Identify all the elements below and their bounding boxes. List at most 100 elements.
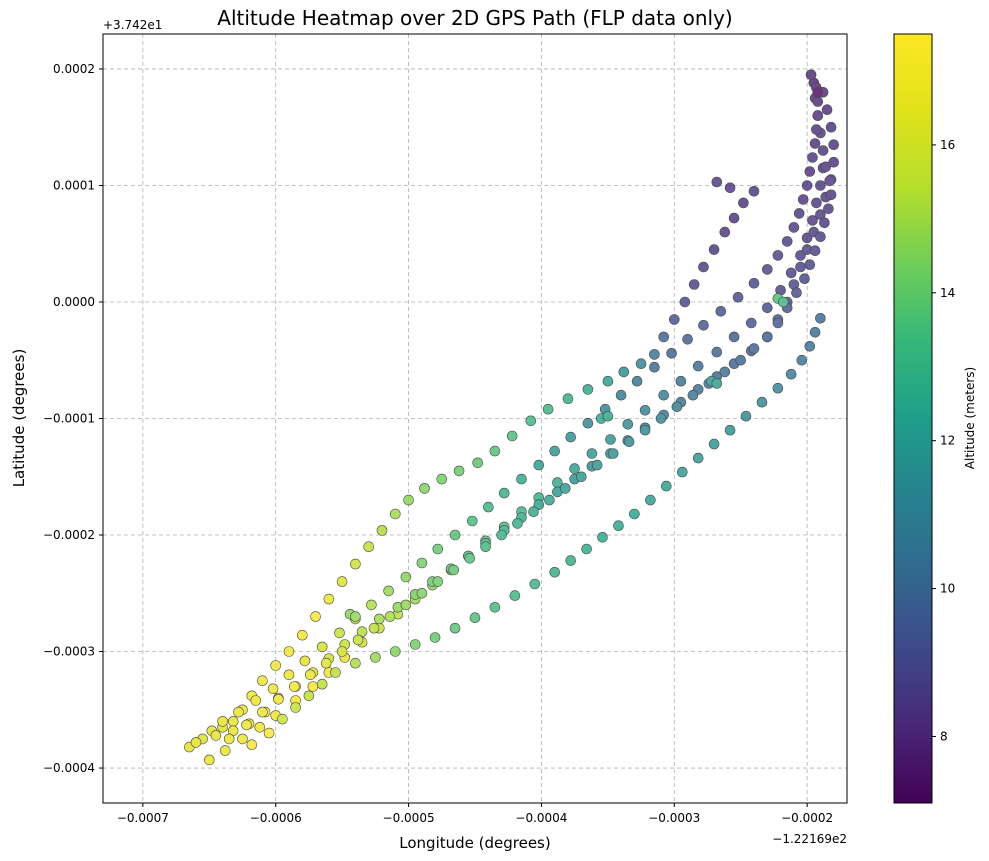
data-point: [649, 349, 660, 360]
data-point: [533, 459, 545, 471]
data-point: [384, 611, 396, 622]
data-point: [804, 166, 816, 177]
data-point: [711, 378, 723, 389]
data-point: [639, 424, 651, 436]
data-point: [582, 384, 594, 395]
data-point: [403, 494, 414, 506]
colorbar-tick-label: 10: [940, 582, 955, 596]
data-point: [719, 366, 731, 378]
data-point: [791, 287, 802, 299]
data-point: [204, 754, 215, 766]
data-point: [544, 494, 555, 506]
data-point: [801, 180, 813, 191]
data-point: [352, 634, 364, 646]
data-point: [807, 152, 818, 163]
data-point: [310, 611, 321, 622]
data-point: [453, 465, 465, 477]
data-point: [728, 212, 740, 224]
data-point: [525, 415, 537, 427]
data-point: [304, 669, 316, 681]
colorbar-tick-label: 14: [940, 286, 955, 300]
data-point: [449, 529, 461, 541]
data-point: [635, 358, 647, 370]
data-point: [698, 261, 709, 273]
data-point: [336, 646, 348, 657]
data-point: [562, 393, 574, 405]
data-point: [307, 681, 319, 692]
data-point: [591, 459, 603, 471]
data-point: [820, 161, 832, 173]
data-point: [219, 745, 231, 756]
data-point: [809, 245, 821, 256]
data-point: [565, 555, 577, 566]
data-point: [682, 333, 693, 345]
data-point: [277, 713, 288, 725]
data-point: [807, 215, 818, 226]
data-point: [804, 340, 816, 352]
data-point: [812, 96, 824, 107]
data-point: [559, 483, 571, 494]
data-point: [812, 110, 824, 121]
data-point: [777, 296, 789, 308]
chart-title: Altitude Heatmap over 2D GPS Path (FLP d…: [217, 6, 732, 30]
data-point: [715, 305, 727, 317]
data-point: [817, 145, 829, 156]
data-point: [607, 448, 619, 459]
data-point: [489, 601, 501, 613]
data-point: [429, 632, 441, 643]
data-point: [542, 403, 554, 415]
data-point: [645, 494, 656, 506]
y-offset-label: +3.742e1: [103, 18, 162, 32]
data-point: [708, 244, 720, 255]
data-point: [666, 347, 677, 359]
data-point: [400, 571, 412, 583]
data-point: [323, 593, 335, 605]
data-point: [223, 733, 235, 745]
data-point: [761, 264, 773, 275]
data-point: [597, 531, 608, 543]
data-point: [631, 375, 643, 387]
data-point: [815, 312, 826, 324]
x-axis-label: Longitude (degrees): [399, 834, 550, 852]
data-point: [602, 375, 614, 387]
data-point: [432, 543, 444, 555]
colorbar-tick-label: 8: [940, 729, 948, 743]
data-point: [241, 719, 252, 731]
data-point: [618, 366, 630, 378]
data-point: [795, 261, 806, 273]
data-point: [370, 652, 381, 663]
data-point: [825, 189, 837, 201]
y-tick-label: 0.0001: [53, 178, 95, 192]
data-point: [602, 410, 614, 422]
data-point: [781, 236, 793, 247]
x-tick-label: −0.0005: [383, 811, 435, 825]
data-point: [658, 389, 670, 401]
data-point: [389, 646, 401, 657]
data-point: [825, 121, 837, 133]
data-point: [815, 180, 826, 191]
data-point: [506, 430, 518, 442]
y-tick-label: −0.0002: [43, 528, 95, 542]
data-point: [416, 587, 428, 599]
data-point: [805, 69, 817, 81]
data-point: [745, 317, 757, 329]
grid: [103, 34, 847, 803]
data-point: [432, 576, 444, 587]
data-point: [738, 197, 749, 209]
data-point: [828, 139, 840, 150]
data-point: [719, 226, 731, 238]
data-point: [283, 669, 295, 681]
data-point: [793, 208, 805, 219]
data-point: [671, 401, 683, 413]
data-point: [190, 737, 202, 748]
data-point: [316, 641, 328, 653]
data-point: [373, 613, 385, 625]
data-point: [622, 418, 634, 430]
data-point: [233, 706, 244, 718]
data-point: [629, 508, 640, 520]
x-tick-label: −0.0006: [250, 811, 302, 825]
y-axis-label: Latitude (degrees): [10, 349, 28, 488]
data-point: [823, 203, 834, 215]
data-point: [740, 410, 752, 422]
data-point: [623, 436, 635, 448]
